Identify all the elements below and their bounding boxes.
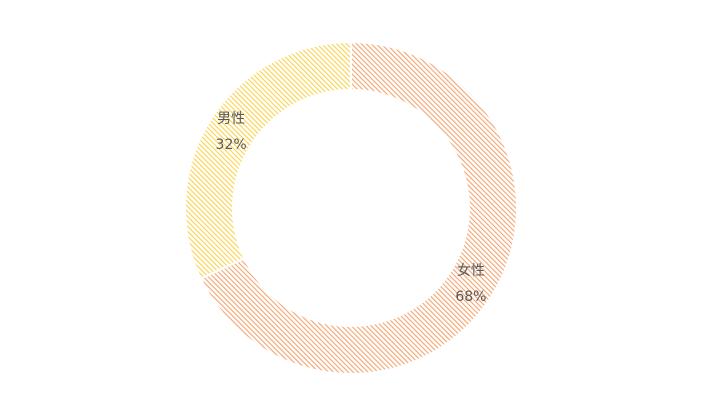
donut-slice	[199, 40, 518, 375]
slice-label: 女性	[457, 262, 485, 279]
slice-value-label: 32%	[216, 137, 247, 153]
slice-label: 男性	[217, 111, 245, 127]
slice-value-label: 68%	[455, 289, 486, 305]
donut-slice	[184, 40, 352, 281]
